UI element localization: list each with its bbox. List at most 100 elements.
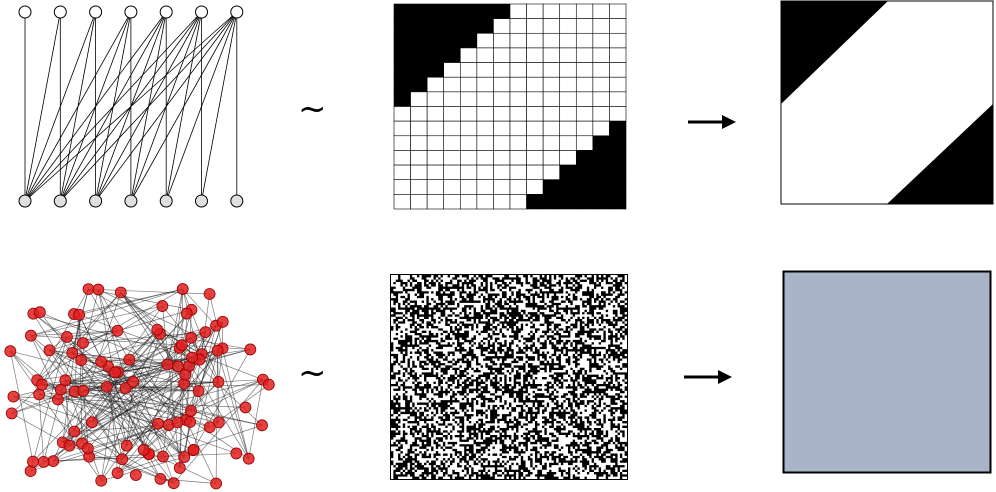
matrix-cell [575, 120, 594, 137]
matrix-cell [459, 18, 478, 34]
graph-node [185, 405, 197, 417]
matrix-cell [410, 120, 428, 137]
graph-node [5, 407, 18, 420]
graph-edge [173, 379, 264, 484]
matrix-cell [592, 91, 610, 107]
matrix-cell [575, 106, 594, 122]
graph-node [176, 283, 189, 295]
graph-edge [82, 330, 118, 344]
matrix-cell [575, 3, 594, 19]
matrix-cell [443, 18, 461, 34]
graph-node [187, 444, 200, 456]
matrix-cell [592, 3, 610, 19]
matrix-cell [575, 194, 594, 210]
matrix-cell [575, 164, 594, 181]
graph-node [161, 358, 174, 371]
graph-node [86, 416, 98, 429]
matrix-cell [410, 150, 428, 166]
graph-edge [66, 336, 185, 458]
matrix-cell [459, 76, 478, 93]
matrix-cell [410, 62, 428, 78]
matrix-cell [542, 47, 561, 63]
graph-node [212, 376, 225, 388]
graph-edge [89, 423, 159, 458]
matrix-cell [559, 164, 577, 181]
matrix-cell [459, 164, 478, 181]
matrix-cell [592, 135, 610, 151]
equivalence-symbol-2: ~ [298, 353, 327, 393]
matrix-cell [410, 106, 428, 122]
matrix-cell [575, 179, 594, 195]
graph-edge [193, 349, 251, 451]
matrix-cell [542, 106, 561, 122]
matrix-cell [493, 32, 511, 49]
matrix-cell [542, 32, 561, 49]
matrix-cell [493, 18, 511, 34]
matrix-cell [493, 76, 511, 93]
matrix-cell [609, 150, 627, 166]
matrix-cell [592, 150, 610, 166]
graph-edge [190, 410, 263, 426]
graph-edge [120, 292, 168, 365]
graph-node [61, 331, 73, 343]
graph-node [185, 331, 198, 344]
matrix-cell [592, 32, 610, 49]
equivalence-symbol-1: ~ [298, 89, 327, 129]
matrix-cell [575, 135, 594, 151]
matrix-cell [393, 150, 411, 166]
graph-edge [143, 381, 219, 451]
graph-node [82, 283, 95, 296]
graph-node [211, 344, 224, 357]
matrix-cell [493, 194, 511, 210]
graph-node [230, 447, 243, 460]
matrix-cell [443, 62, 461, 78]
graph-edge [24, 11, 202, 202]
limit-arrow-1 [686, 111, 738, 133]
graph-node [156, 300, 169, 312]
matrix-cell [609, 120, 627, 137]
bottom-node [230, 194, 244, 208]
matrix-cell [509, 150, 527, 166]
matrix-cell [493, 91, 511, 107]
matrix-cell [393, 18, 411, 34]
matrix-cell [592, 76, 610, 93]
matrix-cell [509, 135, 527, 151]
graph-node [157, 450, 169, 463]
matrix-cell [592, 18, 610, 34]
graph-edge [117, 453, 149, 474]
matrix-cell [592, 47, 610, 63]
graph-node [37, 455, 50, 468]
matrix-cell [609, 18, 627, 34]
graph-edge [39, 394, 191, 423]
graph-node [244, 343, 257, 356]
graph-edge [120, 292, 220, 423]
graph-node [154, 473, 167, 485]
matrix-cell [609, 135, 627, 151]
graph-node [192, 385, 205, 397]
matrix-cell [493, 47, 511, 63]
matrix-cell [493, 179, 511, 195]
graph-node [68, 425, 81, 438]
graph-edge [81, 423, 159, 444]
matrix-cell [493, 120, 511, 137]
matrix-cell [509, 18, 527, 34]
graph-edge [24, 11, 167, 202]
graph-edge [167, 289, 184, 365]
graph-node [210, 477, 222, 490]
graph-edge [193, 350, 218, 451]
matrix-cell [493, 164, 511, 181]
matrix-cell [393, 164, 411, 181]
graph-node [59, 374, 72, 387]
matrix-cell [393, 62, 411, 78]
matrix-cell [575, 150, 594, 166]
graph-node [75, 354, 88, 367]
graph-node [123, 353, 136, 366]
graph-edge [182, 288, 217, 326]
graph-node [216, 315, 229, 328]
graph-node [242, 452, 255, 465]
matrix-cell [393, 194, 411, 210]
matrix-cell [509, 194, 527, 210]
graph-edge [66, 330, 118, 338]
matrix-cell [526, 164, 544, 181]
graph-node [4, 345, 17, 358]
